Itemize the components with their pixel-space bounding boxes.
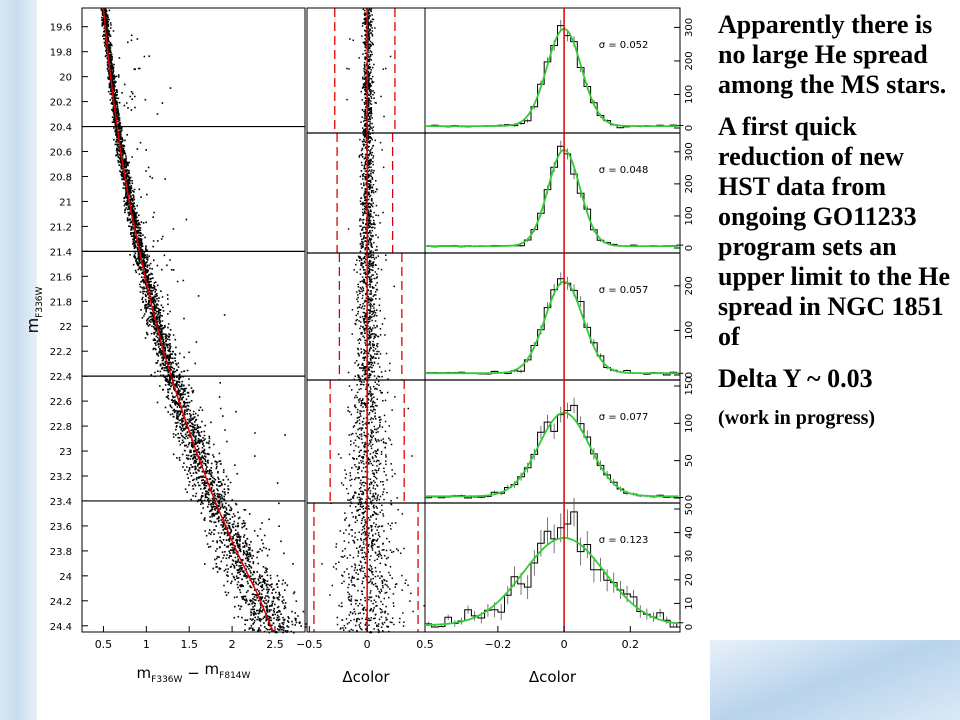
histogram-y-tick-label: 100 <box>684 321 695 340</box>
cmd-y-tick-label: 23.2 <box>50 472 72 483</box>
cmd-y-tick-label: 23 <box>59 447 72 458</box>
histogram-sigma-label: σ = 0.057 <box>599 285 649 296</box>
cmd-x-tick-label: 2 <box>229 638 236 651</box>
cmd-y-tick-label: 23.4 <box>50 497 72 508</box>
cmd-y-tick-label: 22.2 <box>50 347 72 358</box>
histogram-y-tick-label: 0 <box>684 245 695 251</box>
cmd-y-tick-label: 19.6 <box>50 23 72 34</box>
cmd-x-axis-label: mF336W − mF814W <box>137 660 251 685</box>
cmd-y-tick-label: 22.8 <box>50 422 72 433</box>
cmd-y-tick-label: 24 <box>59 572 72 583</box>
histogram-y-tick-label: 40 <box>684 526 695 539</box>
histogram-sigma-label: σ = 0.123 <box>599 535 649 546</box>
cmd-y-tick-label: 20.2 <box>50 98 72 109</box>
histogram-y-tick-label: 200 <box>684 174 695 193</box>
text-paragraph-1: Apparently there is no large He spread a… <box>718 10 947 99</box>
cmd-panel: 19.619.82020.220.420.620.82121.221.421.6… <box>23 7 307 685</box>
histogram-steps <box>425 145 684 248</box>
histogram-y-tick-label: 0 <box>684 624 695 630</box>
histogram-y-tick-label: 300 <box>684 18 695 37</box>
histogram-y-tick-label: 300 <box>684 142 695 161</box>
histogram-steps <box>425 511 684 628</box>
histogram-gaussian-fit <box>425 27 679 127</box>
delta-color-x-tick-label: 0.5 <box>416 638 434 651</box>
histogram-gaussian-fit <box>425 411 679 498</box>
histogram-x-tick-label: 0.2 <box>622 638 640 651</box>
cmd-y-tick-label: 20 <box>59 73 72 84</box>
cmd-y-tick-label: 21 <box>59 197 72 208</box>
histogram-y-tick-label: 0 <box>684 125 695 131</box>
text-paragraph-2: A first quick reduction of new HST data … <box>718 112 951 351</box>
histogram-y-tick-label: 150 <box>684 376 695 395</box>
histogram-gaussian-fit <box>425 280 679 375</box>
cmd-y-axis-label: mF336W <box>23 286 45 333</box>
histogram-x-tick-label: 0 <box>561 638 568 651</box>
cmd-y-tick-label: 20.4 <box>50 123 72 134</box>
figure: 19.619.82020.220.420.620.82121.221.421.6… <box>23 7 695 686</box>
histogram-sigma-label: σ = 0.077 <box>599 412 649 423</box>
cmd-y-tick-label: 21.8 <box>50 297 72 308</box>
delta-color-panel: −0.5 0 0.5 Δcolor <box>296 7 434 686</box>
histogram-x-axis-label: Δcolor <box>529 668 577 686</box>
histogram-gaussian-fit <box>425 536 679 626</box>
histogram-y-tick-label: 50 <box>684 454 695 467</box>
histogram-y-tick-label: 10 <box>684 597 695 610</box>
cmd-x-tick-label: 1.5 <box>180 638 198 651</box>
slide-text: Apparently there is no large He spread a… <box>718 10 954 442</box>
cmd-frame <box>81 7 306 633</box>
histogram-x-tick-label: −0.2 <box>484 638 511 651</box>
cmd-y-tick-label: 20.8 <box>50 172 72 183</box>
histogram-y-tick-label: 100 <box>684 414 695 433</box>
cmd-y-tick-label: 20.6 <box>50 148 72 159</box>
cmd-y-tick-label: 21.2 <box>50 222 72 233</box>
histogram-gaussian-fit <box>425 148 679 247</box>
cmd-fiducial-line <box>102 7 274 633</box>
cmd-y-tick-label: 22.4 <box>50 372 72 383</box>
histogram-y-tick-label: 30 <box>684 550 695 563</box>
delta-color-stars <box>321 8 425 634</box>
cmd-x-tick-label: 1 <box>143 638 150 651</box>
histogram-y-tick-label: 0 <box>684 372 695 378</box>
cmd-y-tick-label: 23.6 <box>50 522 72 533</box>
cmd-y-tick-label: 24.4 <box>50 622 72 633</box>
slide-left-decoration <box>0 0 37 720</box>
cmd-y-tick-label: 21.6 <box>50 272 72 283</box>
slide-corner-decoration <box>710 640 960 720</box>
cmd-y-tick-label: 22.6 <box>50 397 72 408</box>
text-paragraph-4: (work in progress) <box>718 407 876 429</box>
delta-color-x-tick-label: 0 <box>364 638 371 651</box>
histogram-y-tick-label: 100 <box>684 85 695 104</box>
cmd-y-tick-label: 24.2 <box>50 597 72 608</box>
histogram-y-tick-label: 200 <box>684 51 695 70</box>
histogram-y-tick-label: 200 <box>684 276 695 295</box>
delta-color-x-axis-label: Δcolor <box>342 668 390 686</box>
histogram-y-tick-label: 20 <box>684 573 695 586</box>
histogram-y-tick-label: 0 <box>684 495 695 501</box>
histogram-sigma-label: σ = 0.048 <box>599 165 649 176</box>
cmd-y-tick-label: 23.8 <box>50 547 72 558</box>
cmd-x-tick-label: 2.5 <box>266 638 284 651</box>
cmd-y-tick-label: 19.8 <box>50 48 72 59</box>
cmd-y-tick-label: 21.4 <box>50 247 72 258</box>
histogram-sigma-label: σ = 0.052 <box>599 40 649 51</box>
delta-color-x-tick-label: −0.5 <box>296 638 323 651</box>
cmd-x-tick-label: 0.5 <box>95 638 113 651</box>
histogram-frame <box>424 7 681 633</box>
cmd-stars <box>100 8 307 634</box>
cmd-y-tick-label: 22 <box>59 322 72 333</box>
histogram-y-tick-label: 100 <box>684 206 695 225</box>
histogram-y-tick-label: 50 <box>684 503 695 516</box>
text-paragraph-3: Delta Y ~ 0.03 <box>718 364 873 393</box>
